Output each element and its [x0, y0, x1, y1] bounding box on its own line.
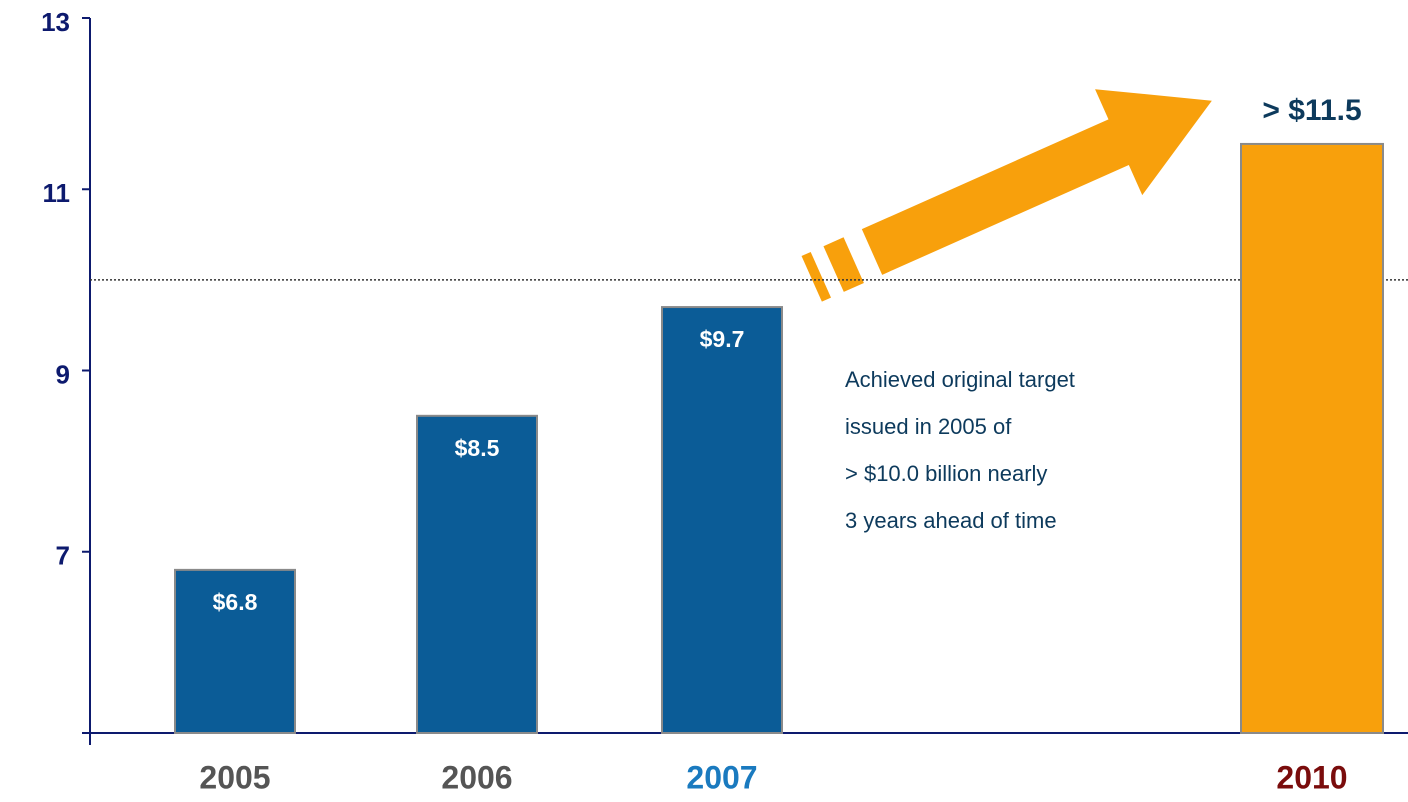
- bar: [174, 568, 296, 734]
- annotation: Achieved original target: [845, 367, 1075, 392]
- value-label: $8.5: [455, 435, 500, 461]
- bar: [661, 306, 783, 734]
- value-label: $9.7: [700, 326, 745, 352]
- y-tick-label: 7: [56, 541, 70, 571]
- y-tick-label: 11: [43, 178, 71, 208]
- annotation: > $10.0 billion nearly: [845, 461, 1047, 486]
- x-tick-label: 2005: [199, 759, 270, 795]
- x-tick-label: 2010: [1276, 759, 1347, 795]
- y-tick-label: 9: [56, 359, 70, 389]
- annotation: issued in 2005 of: [845, 414, 1012, 439]
- x-tick-label: 2006: [441, 759, 512, 795]
- annotation: 3 years ahead of time: [845, 508, 1057, 533]
- value-label: $6.8: [213, 589, 258, 615]
- x-tick-label: 2007: [686, 759, 757, 795]
- y-tick-label: 13: [41, 7, 70, 37]
- bar: [1240, 142, 1384, 734]
- value-label: > $11.5: [1262, 94, 1361, 127]
- bar: [416, 414, 538, 734]
- growth-arrow: [801, 89, 1212, 302]
